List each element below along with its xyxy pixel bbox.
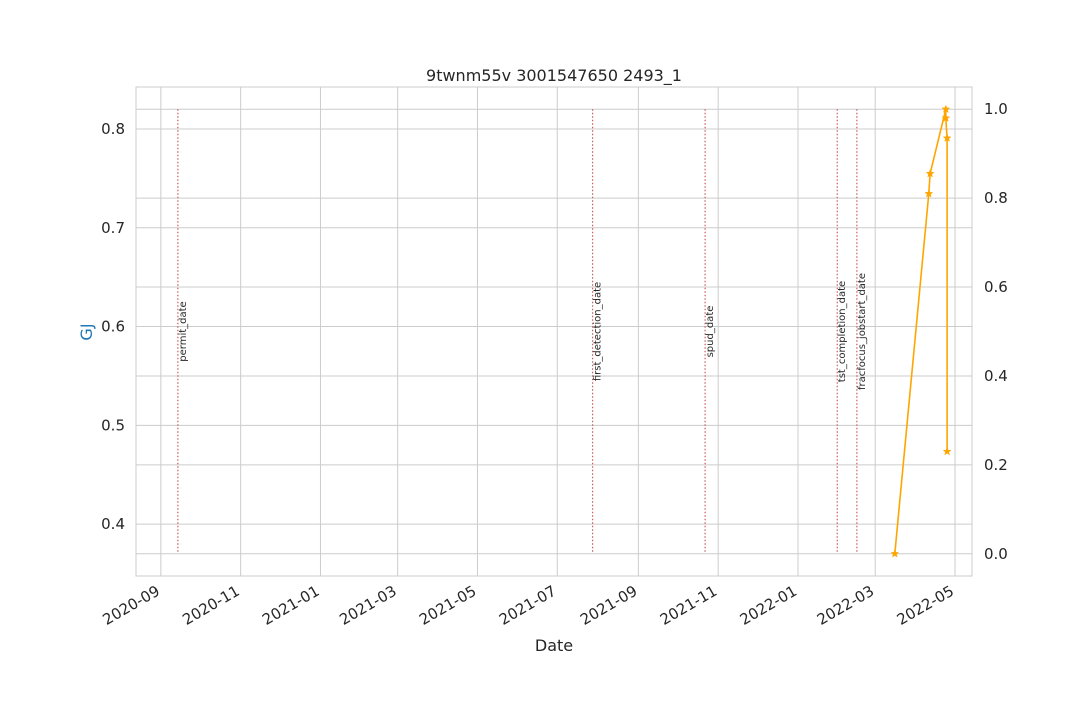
right-y-tick-label: 0.6 [984,278,1008,296]
grid [136,87,972,576]
right-y-tick-label: 0.0 [984,545,1008,563]
left-y-tick-label: 0.5 [101,416,125,434]
left-y-tick-label: 0.7 [101,219,125,237]
left-y-axis-label: GJ [77,323,96,340]
left-y-tick-label: 0.8 [101,120,125,138]
right-y-tick-label: 1.0 [984,100,1008,118]
event-label: tst_completion_date [837,281,848,382]
event-label: spud_date [705,306,716,358]
right-y-tick-label: 0.4 [984,367,1008,385]
series-point [942,133,952,142]
event-label: first_detection_date [593,282,604,381]
event-label: fracfocus_jobstart_date [857,273,868,390]
event-lines: permit_date first_detection_date spud_date… [177,109,868,554]
chart-title: 9twnm55v 3001547650 2493_1 [426,66,682,86]
series-point [941,113,951,122]
left-y-tick-label: 0.4 [101,515,125,533]
data-series [890,104,952,558]
series-point [890,549,900,558]
event-label: permit_date [178,301,189,361]
x-axis-label: Date [535,636,573,655]
series-point [924,188,934,198]
series-point [941,104,951,114]
right-y-axis-ticks: 0.0 0.2 0.4 0.6 0.8 1.0 [984,100,1008,563]
right-y-tick-label: 0.2 [984,456,1008,474]
left-y-tick-label: 0.6 [101,318,125,336]
series-point [925,168,935,178]
plot-frame [135,86,973,577]
left-y-axis-ticks: 0.4 0.5 0.6 0.7 0.8 [101,120,125,533]
right-y-tick-label: 0.8 [984,189,1008,207]
series-point [942,446,952,456]
